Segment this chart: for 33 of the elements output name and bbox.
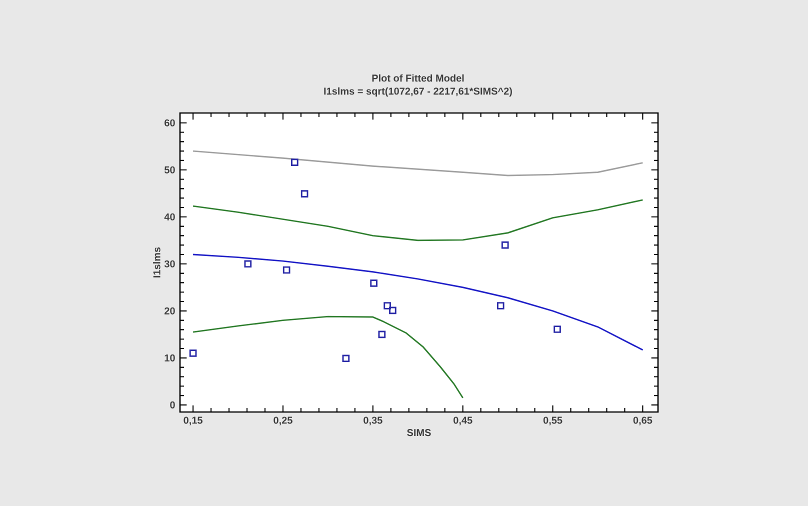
y-tick-label: 0 bbox=[170, 401, 175, 408]
point bbox=[496, 302, 504, 310]
x-tick-label: 0,15 bbox=[184, 416, 203, 426]
x-axis-title: SIMS bbox=[407, 429, 431, 436]
point bbox=[342, 354, 350, 362]
x-tick-label: 0,25 bbox=[274, 416, 292, 426]
point bbox=[282, 266, 290, 274]
x-tick-label: 0,65 bbox=[633, 416, 652, 426]
line-series bbox=[192, 150, 644, 176]
chart-subtitle: I1slms = sqrt(1072,67 - 2217,61*SIMS^2) bbox=[324, 87, 512, 97]
chart-title: Plot of Fitted Model bbox=[372, 74, 464, 82]
point bbox=[554, 326, 561, 333]
point bbox=[378, 330, 386, 338]
point bbox=[244, 260, 252, 268]
x-tick-label: 0,45 bbox=[454, 416, 472, 426]
point bbox=[384, 302, 391, 310]
y-tick-label: 20 bbox=[164, 307, 175, 314]
x-tick-label: 0,35 bbox=[364, 416, 382, 426]
point bbox=[300, 190, 308, 198]
point bbox=[370, 280, 378, 287]
y-axis-title: I1slms bbox=[153, 247, 160, 278]
line-series bbox=[192, 254, 644, 351]
x-tick-label: 0,55 bbox=[543, 416, 562, 426]
point bbox=[389, 306, 396, 314]
y-tick-label: 10 bbox=[164, 354, 175, 362]
point bbox=[291, 158, 298, 166]
point bbox=[501, 241, 509, 249]
y-tick-label: 30 bbox=[164, 260, 175, 268]
line-series bbox=[192, 316, 464, 399]
y-tick-label: 50 bbox=[164, 166, 175, 174]
y-tick-label: 40 bbox=[164, 213, 175, 220]
point bbox=[189, 350, 197, 357]
y-tick-label: 60 bbox=[164, 119, 175, 126]
